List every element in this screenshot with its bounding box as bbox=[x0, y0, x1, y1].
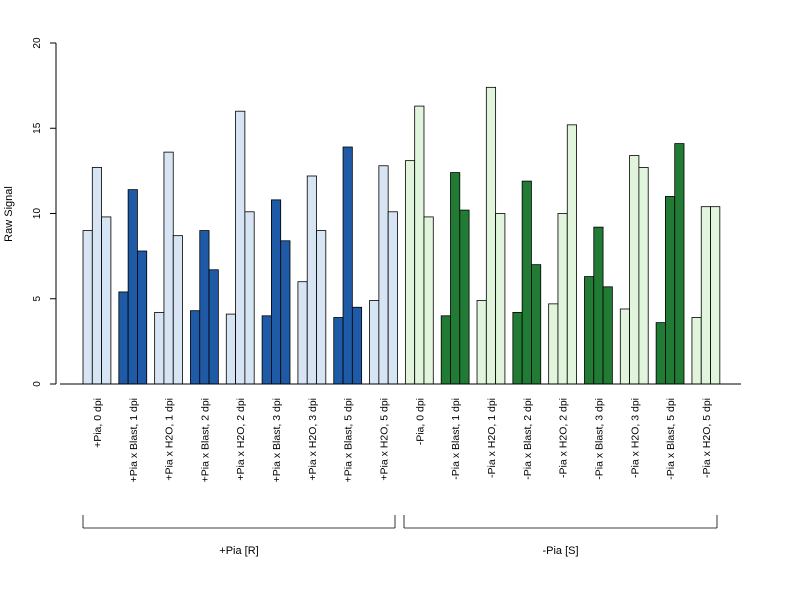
x-tick-label: +Pia x H2O, 1 dpi bbox=[164, 398, 176, 481]
bar bbox=[208, 269, 219, 385]
y-tick-label: 5 bbox=[32, 296, 43, 302]
x-tick-label: -Pia x H2O, 1 dpi bbox=[486, 398, 498, 478]
x-tick-label: +Pia x Blast, 3 dpi bbox=[271, 398, 283, 482]
bar bbox=[476, 300, 487, 385]
x-tick-label: -Pia x Blast, 1 dpi bbox=[450, 398, 462, 480]
x-tick-label: -Pia x Blast, 3 dpi bbox=[593, 398, 605, 480]
bar bbox=[674, 143, 685, 385]
group-brackets: +Pia [R] -Pia [S] bbox=[82, 515, 718, 557]
bar bbox=[638, 167, 649, 385]
bar bbox=[710, 206, 721, 385]
bar bbox=[459, 209, 470, 385]
y-axis: 0 5 10 15 20 bbox=[32, 37, 57, 387]
x-tick-label: -Pia x H2O, 2 dpi bbox=[558, 398, 570, 478]
bar bbox=[665, 196, 676, 385]
bar bbox=[512, 311, 523, 385]
bar bbox=[531, 264, 542, 385]
bar bbox=[297, 281, 308, 385]
x-tick-label: -Pia x H2O, 3 dpi bbox=[629, 398, 641, 478]
x-tick-label: +Pia x H2O, 5 dpi bbox=[379, 398, 391, 481]
bar bbox=[521, 180, 532, 385]
x-tick-label: +Pia x Blast, 1 dpi bbox=[128, 398, 140, 482]
bar bbox=[566, 124, 577, 385]
bar bbox=[619, 308, 630, 385]
bar bbox=[414, 105, 425, 385]
bar bbox=[333, 317, 344, 385]
x-tick-label: -Pia, 0 dpi bbox=[414, 398, 426, 445]
bar bbox=[118, 291, 129, 385]
group-label: -Pia [S] bbox=[542, 545, 578, 557]
bar bbox=[280, 240, 291, 385]
bar bbox=[306, 175, 317, 385]
bar bbox=[101, 216, 112, 385]
bar bbox=[602, 286, 613, 385]
x-tick-label: +Pia x H2O, 2 dpi bbox=[235, 398, 247, 481]
x-tick-label: -Pia x Blast, 2 dpi bbox=[522, 398, 534, 480]
bar bbox=[199, 230, 210, 385]
bar bbox=[270, 199, 282, 385]
bar bbox=[127, 189, 138, 385]
x-tick-labels: +Pia, 0 dpi +Pia x Blast, 1 dpi +Pia x H2O… bbox=[92, 398, 713, 482]
bar bbox=[225, 313, 236, 385]
bar bbox=[450, 172, 461, 385]
bar bbox=[154, 311, 165, 385]
bar bbox=[584, 276, 595, 385]
x-tick-label: +Pia x H2O, 3 dpi bbox=[307, 398, 319, 481]
bar bbox=[423, 216, 434, 385]
y-tick-label: 20 bbox=[32, 37, 43, 49]
bar bbox=[557, 213, 568, 385]
bar bbox=[404, 160, 416, 385]
bar bbox=[163, 151, 174, 385]
bar bbox=[700, 206, 711, 385]
bar bbox=[235, 110, 246, 385]
bar bbox=[691, 317, 702, 385]
bar bbox=[244, 211, 255, 385]
x-tick-label: -Pia x H2O, 5 dpi bbox=[701, 398, 713, 478]
bar bbox=[495, 213, 506, 385]
bar bbox=[440, 315, 451, 385]
y-tick-label: 0 bbox=[32, 381, 43, 387]
bar bbox=[378, 165, 389, 385]
bar bbox=[485, 86, 497, 385]
bar bbox=[593, 226, 604, 385]
bar bbox=[137, 250, 148, 385]
bar bbox=[316, 230, 327, 385]
bar bbox=[82, 230, 93, 385]
group-label: +Pia [R] bbox=[219, 545, 258, 557]
y-tick-label: 10 bbox=[32, 208, 43, 220]
bar bbox=[387, 211, 398, 385]
bars bbox=[82, 86, 721, 385]
x-tick-label: +Pia x Blast, 5 dpi bbox=[343, 398, 355, 482]
x-tick-label: +Pia, 0 dpi bbox=[92, 398, 104, 448]
bar bbox=[351, 306, 363, 385]
bar bbox=[91, 167, 103, 385]
bar bbox=[261, 315, 272, 385]
bar bbox=[172, 235, 183, 385]
y-tick-label: 15 bbox=[32, 122, 43, 134]
bar bbox=[655, 322, 666, 385]
bar bbox=[369, 300, 380, 385]
x-tick-label: +Pia x Blast, 2 dpi bbox=[199, 398, 211, 482]
bar bbox=[342, 146, 353, 385]
x-tick-label: -Pia x Blast, 5 dpi bbox=[665, 398, 677, 480]
bar bbox=[190, 310, 201, 385]
bar bbox=[548, 303, 559, 385]
bar bbox=[629, 155, 640, 385]
y-axis-label: Raw Signal bbox=[3, 186, 15, 242]
